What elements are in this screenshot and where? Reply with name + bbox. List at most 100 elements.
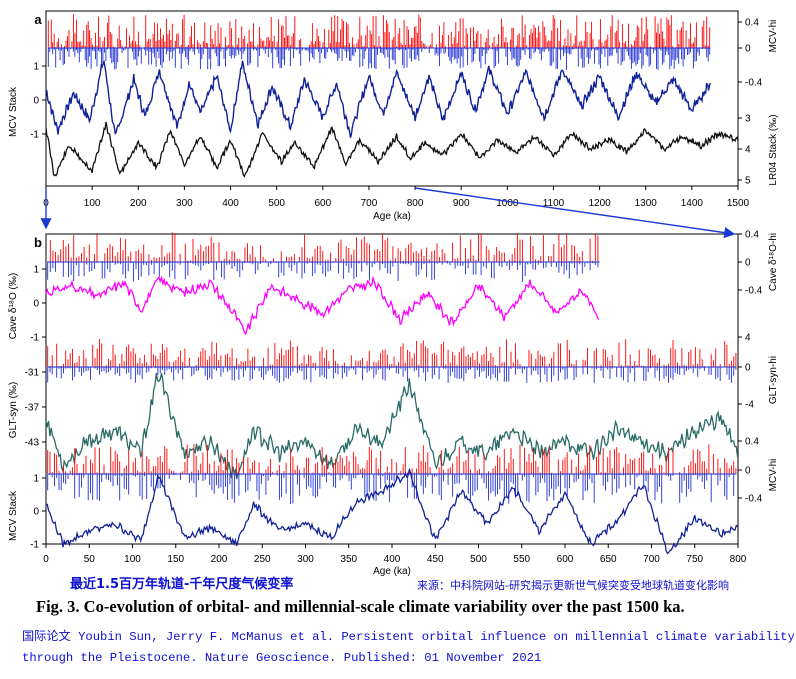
- x-tick-label: 1200: [588, 198, 611, 209]
- lr04-axis-tick-label: 3: [745, 114, 751, 125]
- x-tick-label: 100: [84, 198, 101, 209]
- panel-b: b0 50 100 150 200 250 300 350 400 450 500 550 600 650…: [8, 230, 779, 578]
- x-tick-label: 1100: [543, 198, 565, 209]
- mcv-b-axis-tick-label: 0: [33, 507, 39, 518]
- lr04-axis-tick-label: 5: [745, 176, 751, 187]
- x-tick-label: 600: [557, 554, 574, 565]
- x-tick-label: 550: [513, 554, 530, 565]
- x-tick-label: 100: [124, 554, 141, 565]
- mcv-axis-tick-label: 1: [33, 62, 39, 73]
- reference-line-2: through the Pleistocene. Nature Geoscien…: [22, 651, 542, 665]
- panel-b-frame: [45, 233, 739, 545]
- lr04-line: [45, 121, 739, 178]
- x-tick-label: 500: [470, 554, 487, 565]
- glthi-axis-label: GLT-syn-hi: [768, 356, 779, 404]
- mcvhi-axis-tick-label: -0.4: [745, 78, 763, 89]
- source-note: 来源：中科院网站-研究揭示更新世气候突变受地球轨道变化影响: [417, 579, 729, 592]
- glt-axis-tick-label: -37: [25, 403, 40, 414]
- x-tick-label: 400: [222, 198, 239, 209]
- x-tick-label: 500: [268, 198, 285, 209]
- mcvhi-axis-tick-label: 0: [745, 44, 751, 55]
- x-tick-label: 150: [167, 554, 184, 565]
- mcv-hi-spikes-down: [47, 48, 711, 70]
- glthi-axis-tick-label: -4: [745, 400, 754, 411]
- zoom-arrows: [40, 187, 736, 239]
- x-tick-label: 800: [730, 554, 747, 565]
- mcv-hi-spikes-b-up: [47, 444, 737, 474]
- cave-hi-spikes-down: [47, 262, 599, 282]
- x-axis-label: Age (ka): [373, 566, 411, 577]
- mcv-b-axis-label: MCV Stack: [8, 490, 19, 541]
- panel-a-label: a: [34, 12, 42, 27]
- glt-hi-spikes-down: [47, 367, 737, 383]
- x-tick-label: 750: [686, 554, 703, 565]
- cave-hi-spikes: [47, 232, 600, 282]
- x-tick-label: 200: [130, 198, 147, 209]
- x-tick-label: 250: [254, 554, 271, 565]
- cave-axis-label: Cave δ¹⁸O (‰): [8, 273, 19, 339]
- x-tick-label: 1500: [727, 198, 750, 209]
- glthi-axis-tick-label: 4: [745, 333, 751, 344]
- x-tick-label: 300: [176, 198, 193, 209]
- x-tick-label: 1000: [496, 198, 519, 209]
- glt-syn-line: [45, 372, 739, 480]
- mcv-axis-label: MCV Stack: [8, 86, 19, 137]
- x-tick-label: 200: [211, 554, 228, 565]
- x-tick-label: 50: [84, 554, 96, 565]
- x-tick-label: 700: [643, 554, 660, 565]
- x-tick-label: 900: [453, 198, 470, 209]
- cavehi-axis-tick-label: 0: [745, 258, 751, 269]
- panel-a: a 0 100 200 300 400 500 600 700 800 900 1000 1100 120…: [8, 10, 779, 222]
- cavehi-axis-tick-label: -0.4: [745, 286, 763, 297]
- mcv-stack-b-line: [45, 467, 738, 555]
- x-tick-label: 400: [384, 554, 401, 565]
- mcv-b-axis-tick-label: -1: [30, 540, 39, 551]
- mcvhi-b-axis-tick-label: -0.4: [745, 494, 763, 505]
- mcv-hi-spikes: [47, 14, 711, 70]
- lr04-axis-tick-label: 4: [745, 145, 751, 156]
- x-tick-label: 800: [407, 198, 424, 209]
- mcvhi-axis-tick-label: 0.4: [745, 18, 759, 29]
- lr04-axis-label: LR04 Stack (‰): [768, 114, 779, 185]
- mcvhi-axis-label: MCV-hi: [768, 20, 779, 53]
- x-tick-label: 0: [43, 554, 49, 565]
- reference-line-1: 国际论文 Youbin Sun, Jerry F. McManus et al.…: [22, 630, 795, 644]
- mcvhi-b-axis-label: MCV-hi: [768, 459, 779, 492]
- x-tick-label: 450: [427, 554, 444, 565]
- glt-axis-tick-label: -31: [25, 368, 40, 379]
- panel-a-frame: [45, 10, 739, 187]
- mcv-hi-spikes-up: [47, 14, 711, 48]
- glt-hi-spikes: [47, 339, 737, 383]
- x-tick-label: 300: [297, 554, 314, 565]
- mcv-axis-tick-label: 0: [33, 96, 39, 107]
- cave-axis-tick-label: 0: [33, 299, 39, 310]
- chinese-caption: 最近1.5百万年轨道-千年尺度气候变率: [70, 577, 294, 592]
- mcv-hi-spikes-b: [47, 444, 737, 504]
- panel-b-label: b: [34, 235, 42, 250]
- x-tick-label: 650: [600, 554, 617, 565]
- cave-hi-spikes-up: [47, 232, 599, 262]
- glt-axis-label: GLT-syn (‰): [8, 382, 19, 438]
- cave-d18o-line: [45, 275, 600, 336]
- mcv-hi-spikes-b-down: [47, 474, 735, 504]
- x-tick-label: 1400: [681, 198, 704, 209]
- cave-axis-tick-label: -1: [30, 333, 39, 344]
- cave-axis-tick-label: 1: [33, 265, 39, 276]
- zoom-arrow-right: [414, 187, 736, 239]
- glt-hi-spikes-up: [47, 339, 737, 367]
- cavehi-axis-tick-label: 0.4: [745, 230, 759, 241]
- figure-caption: Fig. 3. Co-evolution of orbital- and mil…: [36, 597, 685, 616]
- x-tick-label: 350: [340, 554, 357, 565]
- mcvhi-b-axis-tick-label: 0.4: [745, 437, 759, 448]
- mcvhi-b-axis-tick-label: 0: [745, 466, 751, 477]
- x-tick-label: 600: [314, 198, 331, 209]
- x-tick-label: 1300: [635, 198, 658, 209]
- cavehi-axis-label: Cave δ¹⁸O-hi: [768, 233, 779, 291]
- glthi-axis-tick-label: 0: [745, 363, 751, 374]
- mcv-axis-tick-label: -1: [30, 130, 39, 141]
- glt-axis-tick-label: -43: [25, 438, 40, 449]
- x-axis-label: Age (ka): [373, 211, 411, 222]
- mcv-b-axis-tick-label: 1: [33, 474, 39, 485]
- x-tick-label: 700: [361, 198, 378, 209]
